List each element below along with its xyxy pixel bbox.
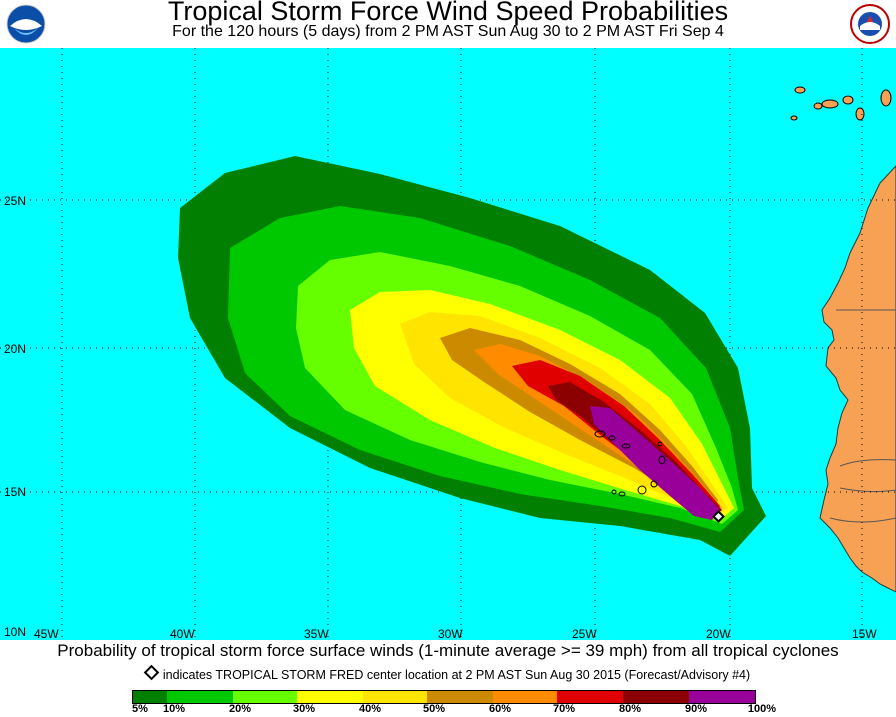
border-line	[829, 517, 896, 523]
page-title: Tropical Storm Force Wind Speed Probabil…	[167, 0, 729, 26]
lon-label-45w: 45W	[34, 627, 59, 640]
border-line	[839, 487, 896, 493]
legend-label: 20%	[228, 703, 252, 715]
legend-swatch	[133, 691, 167, 703]
header: Tropical Storm Force Wind Speed Probabil…	[0, 0, 896, 48]
lon-label-35w: 35W	[304, 627, 329, 640]
legend-label: 90%	[684, 703, 708, 715]
legend-labels: 5% 10% 20% 30% 40% 50% 60% 70% 80% 90% 100%	[0, 703, 896, 717]
legend-swatch	[557, 691, 623, 703]
diamond-icon	[143, 664, 160, 681]
legend-swatch	[233, 691, 297, 703]
legend-label: 50%	[422, 703, 446, 715]
lat-label-15n: 15N	[4, 485, 26, 499]
legend-label: 80%	[618, 703, 642, 715]
legend-swatch	[623, 691, 689, 703]
legend-label: 30%	[292, 703, 316, 715]
legend-label: 60%	[488, 703, 512, 715]
legend-label: 40%	[358, 703, 382, 715]
lon-label-25w: 25W	[572, 627, 597, 640]
prob-contour-90	[590, 406, 720, 520]
legend-swatch	[427, 691, 493, 703]
canary-islands	[790, 86, 892, 121]
legend-swatch	[689, 691, 755, 703]
lat-label-10n: 10N	[4, 625, 26, 639]
lon-label-20w: 20W	[706, 627, 731, 640]
legend-label: 100%	[747, 703, 777, 715]
map-caption: Probability of tropical storm force surf…	[57, 641, 839, 660]
lat-label-20n: 20N	[4, 342, 26, 356]
lon-label-15w: 15W	[852, 627, 877, 640]
legend-swatch	[167, 691, 233, 703]
legend-swatch	[363, 691, 427, 703]
africa-landmass	[819, 165, 896, 593]
cape-verde-islands	[594, 430, 666, 497]
storm-note: indicates TROPICAL STORM FRED center loc…	[0, 664, 896, 682]
probability-map: 25N 20N 15N 10N 45W 40W 35W 30W 25W 20W …	[0, 48, 896, 640]
legend-label: 70%	[552, 703, 576, 715]
storm-note-text: indicates TROPICAL STORM FRED center loc…	[162, 668, 751, 682]
noaa-logo	[6, 4, 46, 44]
nws-logo	[850, 4, 890, 44]
page-subtitle: For the 120 hours (5 days) from 2 PM AST…	[172, 23, 724, 40]
legend-swatch	[493, 691, 557, 703]
lon-label-40w: 40W	[170, 627, 195, 640]
lat-label-25n: 25N	[4, 194, 26, 208]
legend-swatch	[297, 691, 363, 703]
legend-label: 10%	[162, 703, 186, 715]
legend-label: 5%	[132, 703, 148, 715]
border-line	[839, 459, 896, 467]
color-legend	[132, 690, 756, 704]
lon-label-30w: 30W	[438, 627, 463, 640]
storm-center-marker	[712, 510, 725, 523]
